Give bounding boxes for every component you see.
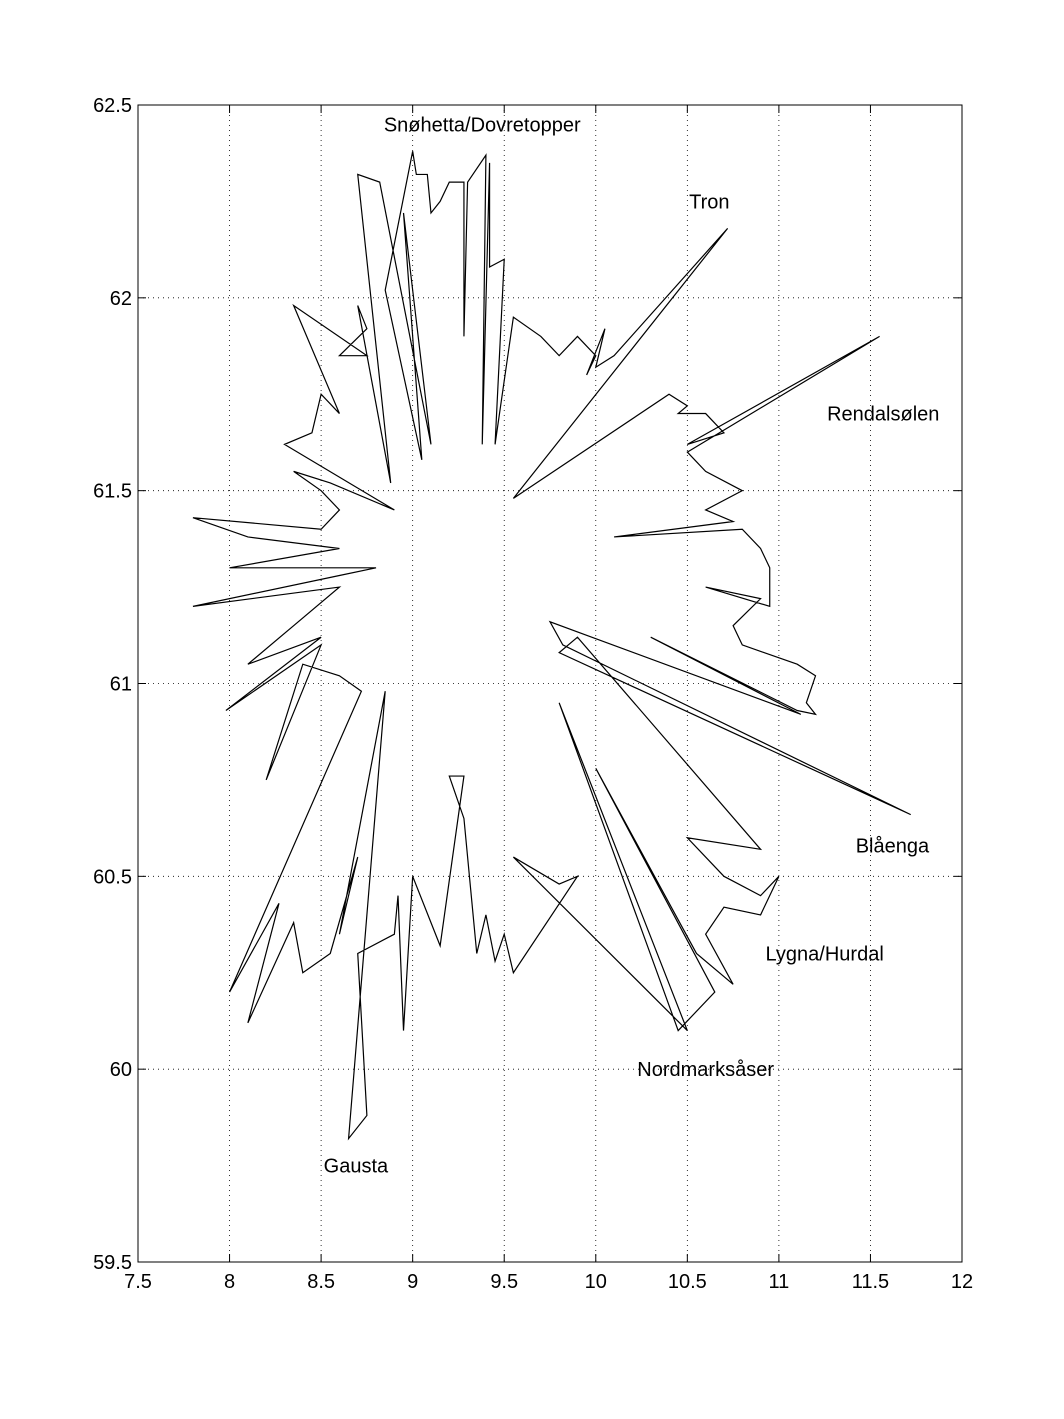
- y-tick-label: 62.5: [93, 95, 132, 117]
- axes-box: [137, 104, 963, 1263]
- x-tick-label: 9.5: [490, 1271, 518, 1293]
- x-tick-label: 9: [407, 1271, 418, 1293]
- y-tick-label: 60: [110, 1059, 132, 1081]
- y-tick-label: 59.5: [93, 1252, 132, 1274]
- annotation: Rendalsølen: [827, 404, 939, 426]
- y-tick-label: 62: [110, 288, 132, 310]
- annotation: Snøhetta/Dovretopper: [384, 114, 581, 136]
- x-tick-label: 8.5: [307, 1271, 335, 1293]
- x-tick-label: 10: [585, 1271, 607, 1293]
- x-tick-label: 11: [769, 1271, 790, 1293]
- profile-line: [192, 151, 911, 1141]
- annotation: Lygna/Hurdal: [766, 943, 884, 965]
- x-tick-label: 10.5: [668, 1271, 707, 1293]
- x-tick-label: 7.5: [124, 1271, 152, 1293]
- x-tick-label: 8: [224, 1271, 235, 1293]
- annotation: Tron: [689, 191, 729, 213]
- y-tick-label: 61: [110, 674, 132, 696]
- y-tick-label: 60.5: [93, 866, 132, 888]
- x-tick-label: 11.5: [852, 1271, 889, 1293]
- annotation: Gausta: [324, 1156, 389, 1178]
- y-tick-label: 61.5: [93, 481, 132, 503]
- x-tick-label: 12: [951, 1271, 973, 1293]
- annotation: Blåenga: [856, 835, 930, 857]
- annotation: Nordmarksåser: [637, 1059, 774, 1081]
